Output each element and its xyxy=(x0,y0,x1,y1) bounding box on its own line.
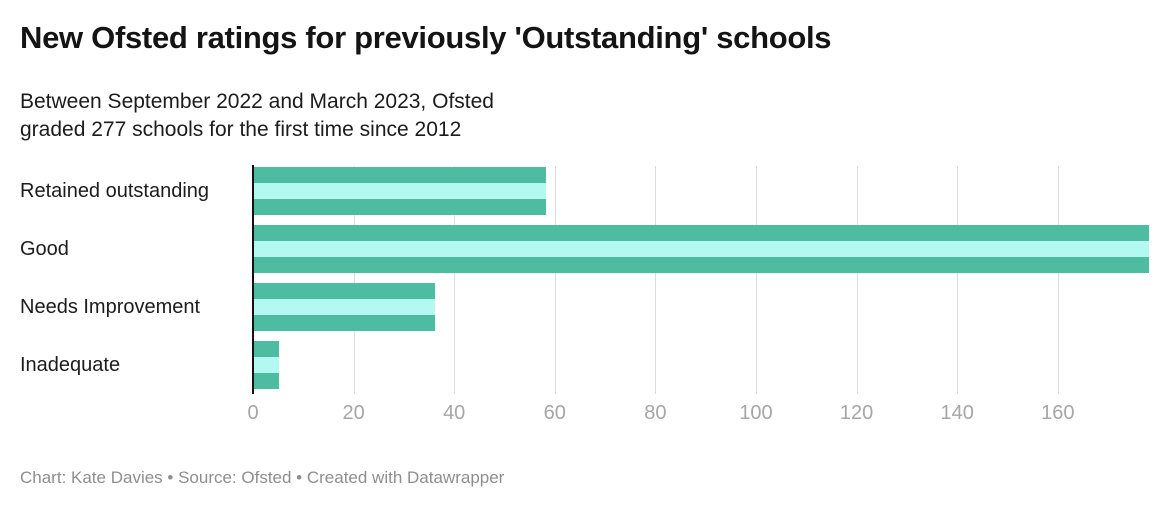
category-label-needs-improvement: Needs Improvement xyxy=(20,296,201,318)
y-axis-line xyxy=(252,165,254,394)
gridline-80 xyxy=(655,166,657,394)
tick-label-100: 100 xyxy=(739,402,773,424)
tick-label-60: 60 xyxy=(543,402,566,424)
bar-needs-improvement xyxy=(254,283,435,331)
gridline-60 xyxy=(554,166,556,394)
category-label-good: Good xyxy=(20,238,69,260)
gridline-40 xyxy=(454,166,456,394)
tick-label-20: 20 xyxy=(342,402,365,424)
tick-label-80: 80 xyxy=(644,402,667,424)
bar-retained-outstanding xyxy=(254,167,546,215)
chart-subtitle: Between September 2022 and March 2023, O… xyxy=(20,88,494,144)
chart-credit: Chart: Kate Davies • Source: Ofsted • Cr… xyxy=(20,468,505,487)
tick-label-0: 0 xyxy=(247,402,259,424)
category-label-inadequate: Inadequate xyxy=(20,354,121,376)
chart-title: New Ofsted ratings for previously 'Outst… xyxy=(20,20,832,55)
gridline-160 xyxy=(1057,166,1059,394)
bar-good xyxy=(254,225,1149,273)
category-label-retained-outstanding: Retained outstanding xyxy=(20,180,210,202)
bar-inadequate xyxy=(254,341,279,389)
gridline-100 xyxy=(756,166,757,394)
gridline-140 xyxy=(957,166,959,394)
gridline-120 xyxy=(856,166,858,394)
tick-label-120: 120 xyxy=(839,402,874,424)
tick-label-40: 40 xyxy=(443,402,466,424)
tick-label-160: 160 xyxy=(1041,402,1075,424)
chart-subtitle-line-2: graded 277 schools for the first time si… xyxy=(20,118,462,141)
gridline-20 xyxy=(353,166,355,394)
tick-label-140: 140 xyxy=(940,402,974,424)
chart-subtitle-line-1: Between September 2022 and March 2023, O… xyxy=(20,90,494,113)
